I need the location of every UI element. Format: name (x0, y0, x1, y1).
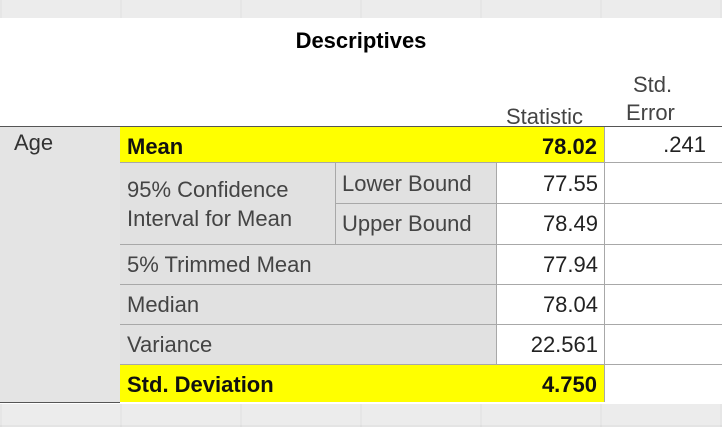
upper-bound-label: Upper Bound (342, 211, 472, 236)
lower-bound-statistic: 77.55 (542, 171, 598, 196)
variable-cell (0, 127, 120, 403)
trimmed-mean-statistic: 77.94 (542, 252, 598, 277)
row-label-trimmed (120, 244, 496, 284)
table-title: Descriptives (295, 28, 427, 53)
median-statistic: 78.04 (542, 292, 598, 317)
ci-label-line1: 95% Confidence (127, 177, 289, 202)
lower-bound-label: Lower Bound (342, 171, 472, 196)
mean-row-highlight (120, 127, 604, 162)
std-deviation-statistic: 4.750 (541, 372, 597, 397)
table-bottom-rule (0, 402, 120, 403)
mean-label: Mean (127, 134, 184, 159)
ci-label-line2: Interval for Mean (127, 206, 293, 231)
header-std-error-line2: Error (626, 100, 675, 125)
median-label: Median (127, 292, 200, 317)
grid-line (496, 162, 497, 364)
header-rule (0, 126, 722, 127)
std-deviation-label: Std. Deviation (127, 372, 274, 397)
trimmed-mean-label: 5% Trimmed Mean (127, 252, 312, 277)
row-label-median (120, 284, 496, 324)
header-statistic: Statistic (506, 104, 584, 129)
grid-line (604, 127, 605, 402)
grid-line (120, 364, 722, 365)
grid-line (120, 244, 722, 245)
grid-line (335, 162, 336, 244)
mean-statistic: 78.02 (541, 134, 597, 159)
variance-statistic: 22.561 (530, 332, 598, 357)
upper-bound-statistic: 78.49 (542, 211, 598, 236)
grid-line (120, 284, 722, 285)
std-deviation-row-highlight (120, 364, 604, 402)
variable-label: Age (14, 130, 54, 155)
grid-line (335, 203, 722, 204)
row-label-variance (120, 324, 496, 364)
header-std-error-line1: Std. (633, 72, 673, 97)
grid-line (120, 324, 722, 325)
variance-label: Variance (127, 332, 213, 357)
mean-std-error: .241 (663, 132, 706, 157)
grid-line (120, 162, 722, 163)
